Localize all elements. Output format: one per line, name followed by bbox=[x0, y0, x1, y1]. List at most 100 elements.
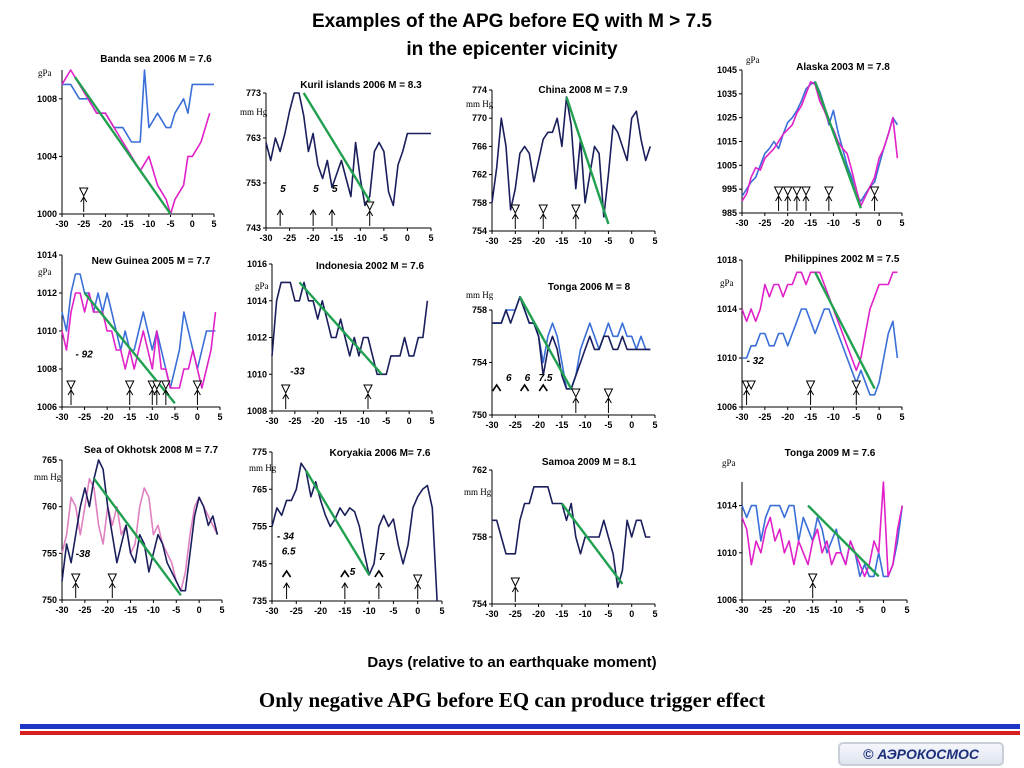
annotation-label: 6 bbox=[525, 373, 531, 384]
y-tick-label: 763 bbox=[246, 133, 261, 143]
x-tick-label: -30 bbox=[735, 605, 748, 615]
event-arrowhead bbox=[825, 195, 833, 202]
x-tick-label: -25 bbox=[509, 609, 522, 619]
event-arrowhead bbox=[775, 195, 782, 202]
y-tick-label: 750 bbox=[42, 595, 57, 605]
y-tick-label: 765 bbox=[42, 455, 57, 465]
x-tick-label: -10 bbox=[354, 233, 367, 243]
chart-panel: -30 -25 -20 -15 -10 -5 0 5 1006 1010 1014 Tonga 200… bbox=[717, 448, 910, 615]
x-tick-label: 5 bbox=[217, 412, 222, 422]
x-tick-label: -20 bbox=[101, 412, 114, 422]
event-arrowhead bbox=[871, 195, 878, 202]
x-tick-label: 0 bbox=[629, 420, 634, 430]
unit-label: gPa bbox=[255, 281, 269, 291]
x-tick-label: 0 bbox=[195, 412, 200, 422]
y-tick-label: 753 bbox=[246, 178, 261, 188]
caret-mark bbox=[340, 569, 350, 578]
annotation-label: 5 bbox=[280, 184, 286, 195]
y-tick-label: 745 bbox=[252, 559, 267, 569]
x-tick-label: 0 bbox=[405, 233, 410, 243]
y-tick-label: 754 bbox=[472, 358, 487, 368]
chart-panel: -30 -25 -20 -15 -10 -5 0 5 754 758 762 766 770 774 Chi… bbox=[466, 85, 658, 246]
event-triangle bbox=[78, 187, 89, 198]
caret-mark bbox=[538, 383, 548, 392]
event-arrowhead bbox=[108, 582, 116, 589]
y-tick-label: 1010 bbox=[717, 353, 737, 363]
caret-mark bbox=[491, 383, 502, 392]
x-tick-label: -10 bbox=[579, 236, 592, 246]
x-tick-label: 0 bbox=[629, 236, 634, 246]
chart-title: Alaska 2003 M = 7.8 bbox=[796, 62, 890, 73]
event-arrowhead bbox=[793, 195, 801, 202]
y-tick-label: 758 bbox=[472, 198, 487, 208]
x-tick-label: -15 bbox=[555, 420, 568, 430]
event-triangle bbox=[571, 204, 581, 215]
event-triangle bbox=[151, 380, 162, 391]
up-arrowhead bbox=[276, 209, 284, 216]
x-tick-label: -20 bbox=[101, 605, 114, 615]
event-arrowhead bbox=[784, 195, 792, 202]
y-tick-label: 1012 bbox=[247, 333, 267, 343]
chart-title: New Guinea 2005 M = 7.7 bbox=[92, 256, 211, 267]
up-arrowhead bbox=[341, 582, 349, 589]
event-arrowhead bbox=[153, 389, 161, 396]
event-arrowhead bbox=[366, 210, 374, 217]
y-tick-label: 743 bbox=[246, 223, 261, 233]
series-line bbox=[61, 459, 219, 592]
x-tick-label: -30 bbox=[735, 218, 748, 228]
y-tick-label: 1005 bbox=[717, 160, 737, 170]
y-tick-label: 1014 bbox=[247, 296, 267, 306]
event-arrowhead bbox=[539, 213, 547, 220]
trend-line bbox=[565, 96, 610, 225]
trend-line bbox=[560, 502, 624, 585]
annotation-label: -33 bbox=[290, 366, 305, 377]
x-tick-label: -15 bbox=[555, 609, 568, 619]
event-arrowhead bbox=[809, 582, 817, 589]
chart-panel: -30 -25 -20 -15 -10 -5 0 5 1008 1010 1012 1014 1016 I… bbox=[247, 259, 435, 426]
conclusion-text: Only negative APG before EQ can produce … bbox=[258, 688, 766, 712]
chart-panel: -30 -25 -20 -15 -10 -5 0 5 750 754 758 Tonga 2006 M… bbox=[466, 282, 658, 430]
unit-label: mm Hg bbox=[240, 107, 268, 117]
event-arrowhead bbox=[80, 196, 88, 203]
trend-line bbox=[83, 292, 176, 404]
x-tick-label: 0 bbox=[415, 606, 420, 616]
unit-label: mm Hg bbox=[464, 487, 492, 497]
x-tick-label: -10 bbox=[146, 412, 159, 422]
y-tick-label: 1025 bbox=[717, 113, 737, 123]
chart-panel: -30 -25 -20 -15 -10 -5 0 5 1006 1008 1010 1012 1014 N… bbox=[37, 250, 223, 422]
series-line bbox=[742, 308, 899, 396]
series-line bbox=[741, 271, 898, 372]
event-triangle bbox=[70, 573, 81, 584]
event-arrowhead bbox=[194, 389, 201, 396]
chart-panel: -30 -25 -20 -15 -10 -5 0 5 735 745 755 765 775 Koryak… bbox=[249, 447, 445, 616]
annotation-label: - 32 bbox=[747, 356, 765, 367]
event-arrowhead bbox=[511, 213, 519, 220]
event-triangle bbox=[571, 388, 581, 399]
series-line bbox=[741, 481, 904, 578]
stripe-red bbox=[20, 731, 1020, 735]
y-tick-label: 1014 bbox=[717, 501, 737, 511]
x-tick-label: -10 bbox=[363, 606, 376, 616]
x-tick-label: -15 bbox=[121, 219, 134, 229]
x-tick-label: -15 bbox=[124, 605, 137, 615]
event-triangle bbox=[805, 380, 816, 391]
trend-line bbox=[93, 477, 182, 597]
x-tick-label: -5 bbox=[380, 233, 388, 243]
x-tick-label: -5 bbox=[171, 412, 179, 422]
aerokosmos-logo: © АЭРОКОСМОС bbox=[838, 742, 1004, 766]
y-tick-label: 995 bbox=[722, 184, 737, 194]
series-line bbox=[61, 477, 219, 592]
event-triangle bbox=[107, 573, 118, 584]
event-arrowhead bbox=[605, 397, 612, 404]
x-tick-label: 5 bbox=[429, 416, 434, 426]
chart-panel: -30 -25 -20 -15 -10 -5 0 5 1006 1010 1014 1018 Phili… bbox=[717, 254, 905, 422]
y-tick-label: 775 bbox=[252, 447, 267, 457]
x-tick-label: -10 bbox=[579, 609, 592, 619]
event-arrowhead bbox=[572, 213, 580, 220]
y-tick-label: 1016 bbox=[247, 259, 267, 269]
x-tick-label: -25 bbox=[290, 606, 303, 616]
x-tick-label: 5 bbox=[899, 412, 904, 422]
x-tick-label: -25 bbox=[283, 233, 296, 243]
chart-title: Samoa 2009 M = 8.1 bbox=[542, 457, 637, 468]
x-tick-label: -10 bbox=[827, 412, 840, 422]
